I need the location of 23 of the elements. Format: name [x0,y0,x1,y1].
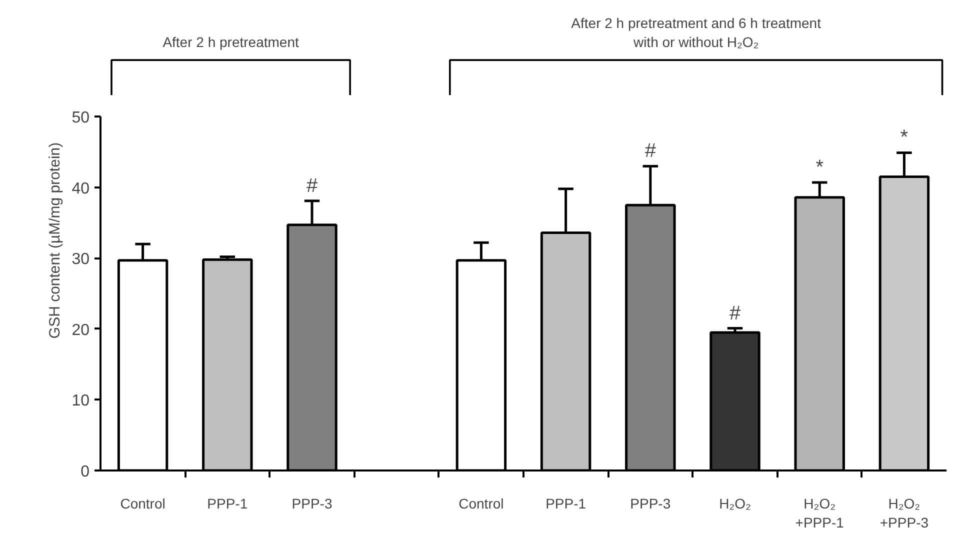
y-tick-label: 0 [80,464,90,480]
data-label: * [900,126,908,149]
x-tick-label: PPP-3 [630,496,671,512]
text: After 2 h pretreatment [162,34,299,50]
x-tick-label: Control [458,496,504,512]
x-tick-label: PPP-1 [207,496,248,512]
data-label: * [816,156,824,178]
y-tick-label: 50 [72,110,90,127]
y-tick-label: 10 [72,392,90,410]
text: After 2 h pretreatment and 6 h treatment with or without H₂O₂ [571,14,822,50]
x-tick-label: PPP-3 [292,496,332,512]
y-tick-label: 20 [72,322,90,339]
x-tick-label: Control [120,496,166,512]
data-label: # [644,140,657,162]
data-label: # [729,302,742,324]
x-tick-label: H₂O₂ +PPP-1 [795,496,844,531]
y-axis-title: GSH content (µM/mg protein) [46,142,64,339]
x-tick-label: H₂O₂ +PPP-3 [880,496,929,531]
data-label: # [306,174,318,197]
x-tick-label: H₂O₂ [719,496,751,512]
y-tick-label: 40 [72,180,90,198]
y-tick-label: 30 [72,251,90,268]
x-tick-label: PPP-1 [546,496,586,512]
